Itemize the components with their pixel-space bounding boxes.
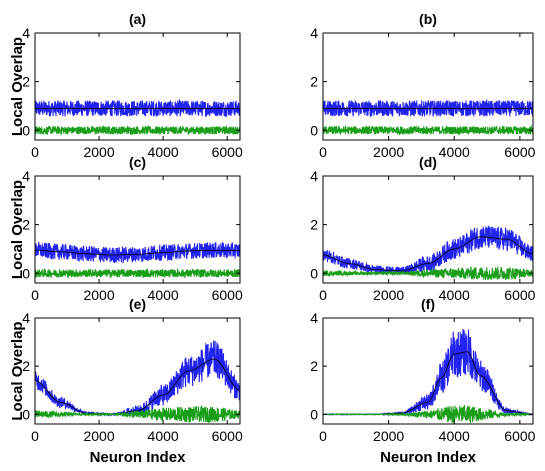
mean-line [35, 249, 240, 256]
green-series-trace [323, 405, 533, 424]
panel-e: 0 2000 4000 6000 0 2 4 (e) Local Overlap Neuron I… [9, 296, 243, 466]
axes-frame [34, 175, 241, 284]
axes-frame [322, 32, 534, 141]
panel-d: 0 2000 4000 6000 0 2 4 (d) [310, 154, 535, 303]
x-tick-label: 0 [31, 144, 39, 160]
y-tick-label: 2 [22, 217, 30, 233]
green-series-trace [35, 404, 240, 423]
x-tick-label: 6000 [504, 428, 535, 444]
x-tick-label: 6000 [212, 287, 243, 303]
axes-frame [322, 317, 534, 425]
x-tick-label: 4000 [439, 428, 470, 444]
y-axis-label: Local Overlap [9, 321, 26, 420]
mean-line [323, 236, 533, 272]
x-tick-label: 2000 [373, 428, 404, 444]
panel-b: 0 2000 4000 6000 0 2 4 (b) [310, 11, 535, 160]
x-tick-label: 0 [319, 428, 327, 444]
panel-label: (b) [419, 11, 437, 27]
panel-label: (d) [419, 154, 437, 170]
y-tick-label: 0 [310, 265, 318, 281]
panel-c: 0 2000 4000 6000 0 2 4 (c) Local Overlap [9, 154, 243, 303]
x-tick-label: 6000 [504, 287, 535, 303]
y-tick-label: 4 [22, 168, 30, 184]
x-tick-label: 0 [31, 287, 39, 303]
panel-label: (a) [129, 11, 146, 27]
green-series-trace [35, 267, 240, 279]
y-tick-label: 4 [22, 25, 30, 41]
green-series-trace [35, 124, 240, 137]
blue-series-trace [323, 98, 533, 118]
y-tick-label: 0 [310, 406, 318, 422]
axes-frame [34, 32, 241, 141]
y-axis-label: Local Overlap [9, 37, 26, 136]
plot-area [35, 241, 240, 279]
x-axis-label: Neuron Index [380, 449, 477, 466]
x-tick-label: 0 [319, 144, 327, 160]
plot-area [35, 340, 240, 423]
panel-label: (e) [129, 296, 146, 312]
x-tick-label: 6000 [212, 144, 243, 160]
y-tick-label: 2 [310, 217, 318, 233]
plot-area [323, 98, 533, 136]
x-tick-label: 0 [31, 428, 39, 444]
x-tick-label: 4000 [439, 287, 470, 303]
panel-a: 0 2000 4000 6000 0 2 4 (a) Local Overlap [9, 11, 243, 160]
y-tick-label: 4 [310, 310, 318, 326]
x-tick-label: 2000 [83, 428, 114, 444]
green-series-trace [323, 266, 533, 280]
y-tick-label: 2 [310, 358, 318, 374]
blue-series-trace [35, 98, 240, 118]
blue-series-trace [35, 241, 240, 265]
y-axis-label: Local Overlap [9, 180, 26, 279]
x-tick-label: 2000 [373, 144, 404, 160]
x-tick-label: 4000 [439, 144, 470, 160]
y-tick-label: 0 [22, 122, 30, 138]
axes-frame [34, 317, 241, 425]
y-tick-label: 4 [310, 168, 318, 184]
x-tick-label: 4000 [148, 428, 179, 444]
plot-area [35, 98, 240, 137]
x-tick-label: 6000 [504, 144, 535, 160]
y-tick-label: 4 [22, 310, 30, 326]
plot-area [323, 329, 533, 424]
x-tick-label: 4000 [148, 287, 179, 303]
y-tick-label: 0 [22, 406, 30, 422]
panel-f: 0 2000 4000 6000 0 2 4 (f) Neuron Index [310, 296, 535, 466]
y-tick-label: 2 [22, 358, 30, 374]
y-tick-label: 2 [22, 74, 30, 90]
blue-series-trace [35, 340, 240, 417]
axes-frame [322, 175, 534, 284]
y-tick-label: 2 [310, 74, 318, 90]
panel-label: (f) [421, 296, 435, 312]
plot-area [323, 225, 533, 280]
x-tick-label: 0 [319, 287, 327, 303]
x-tick-label: 4000 [148, 144, 179, 160]
y-tick-label: 0 [22, 265, 30, 281]
x-tick-label: 2000 [83, 287, 114, 303]
y-tick-label: 4 [310, 25, 318, 41]
x-tick-label: 2000 [373, 287, 404, 303]
green-series-trace [323, 124, 533, 136]
panel-label: (c) [129, 154, 146, 170]
x-tick-label: 6000 [212, 428, 243, 444]
x-tick-label: 2000 [83, 144, 114, 160]
x-axis-label: Neuron Index [90, 449, 187, 466]
y-tick-label: 0 [310, 122, 318, 138]
